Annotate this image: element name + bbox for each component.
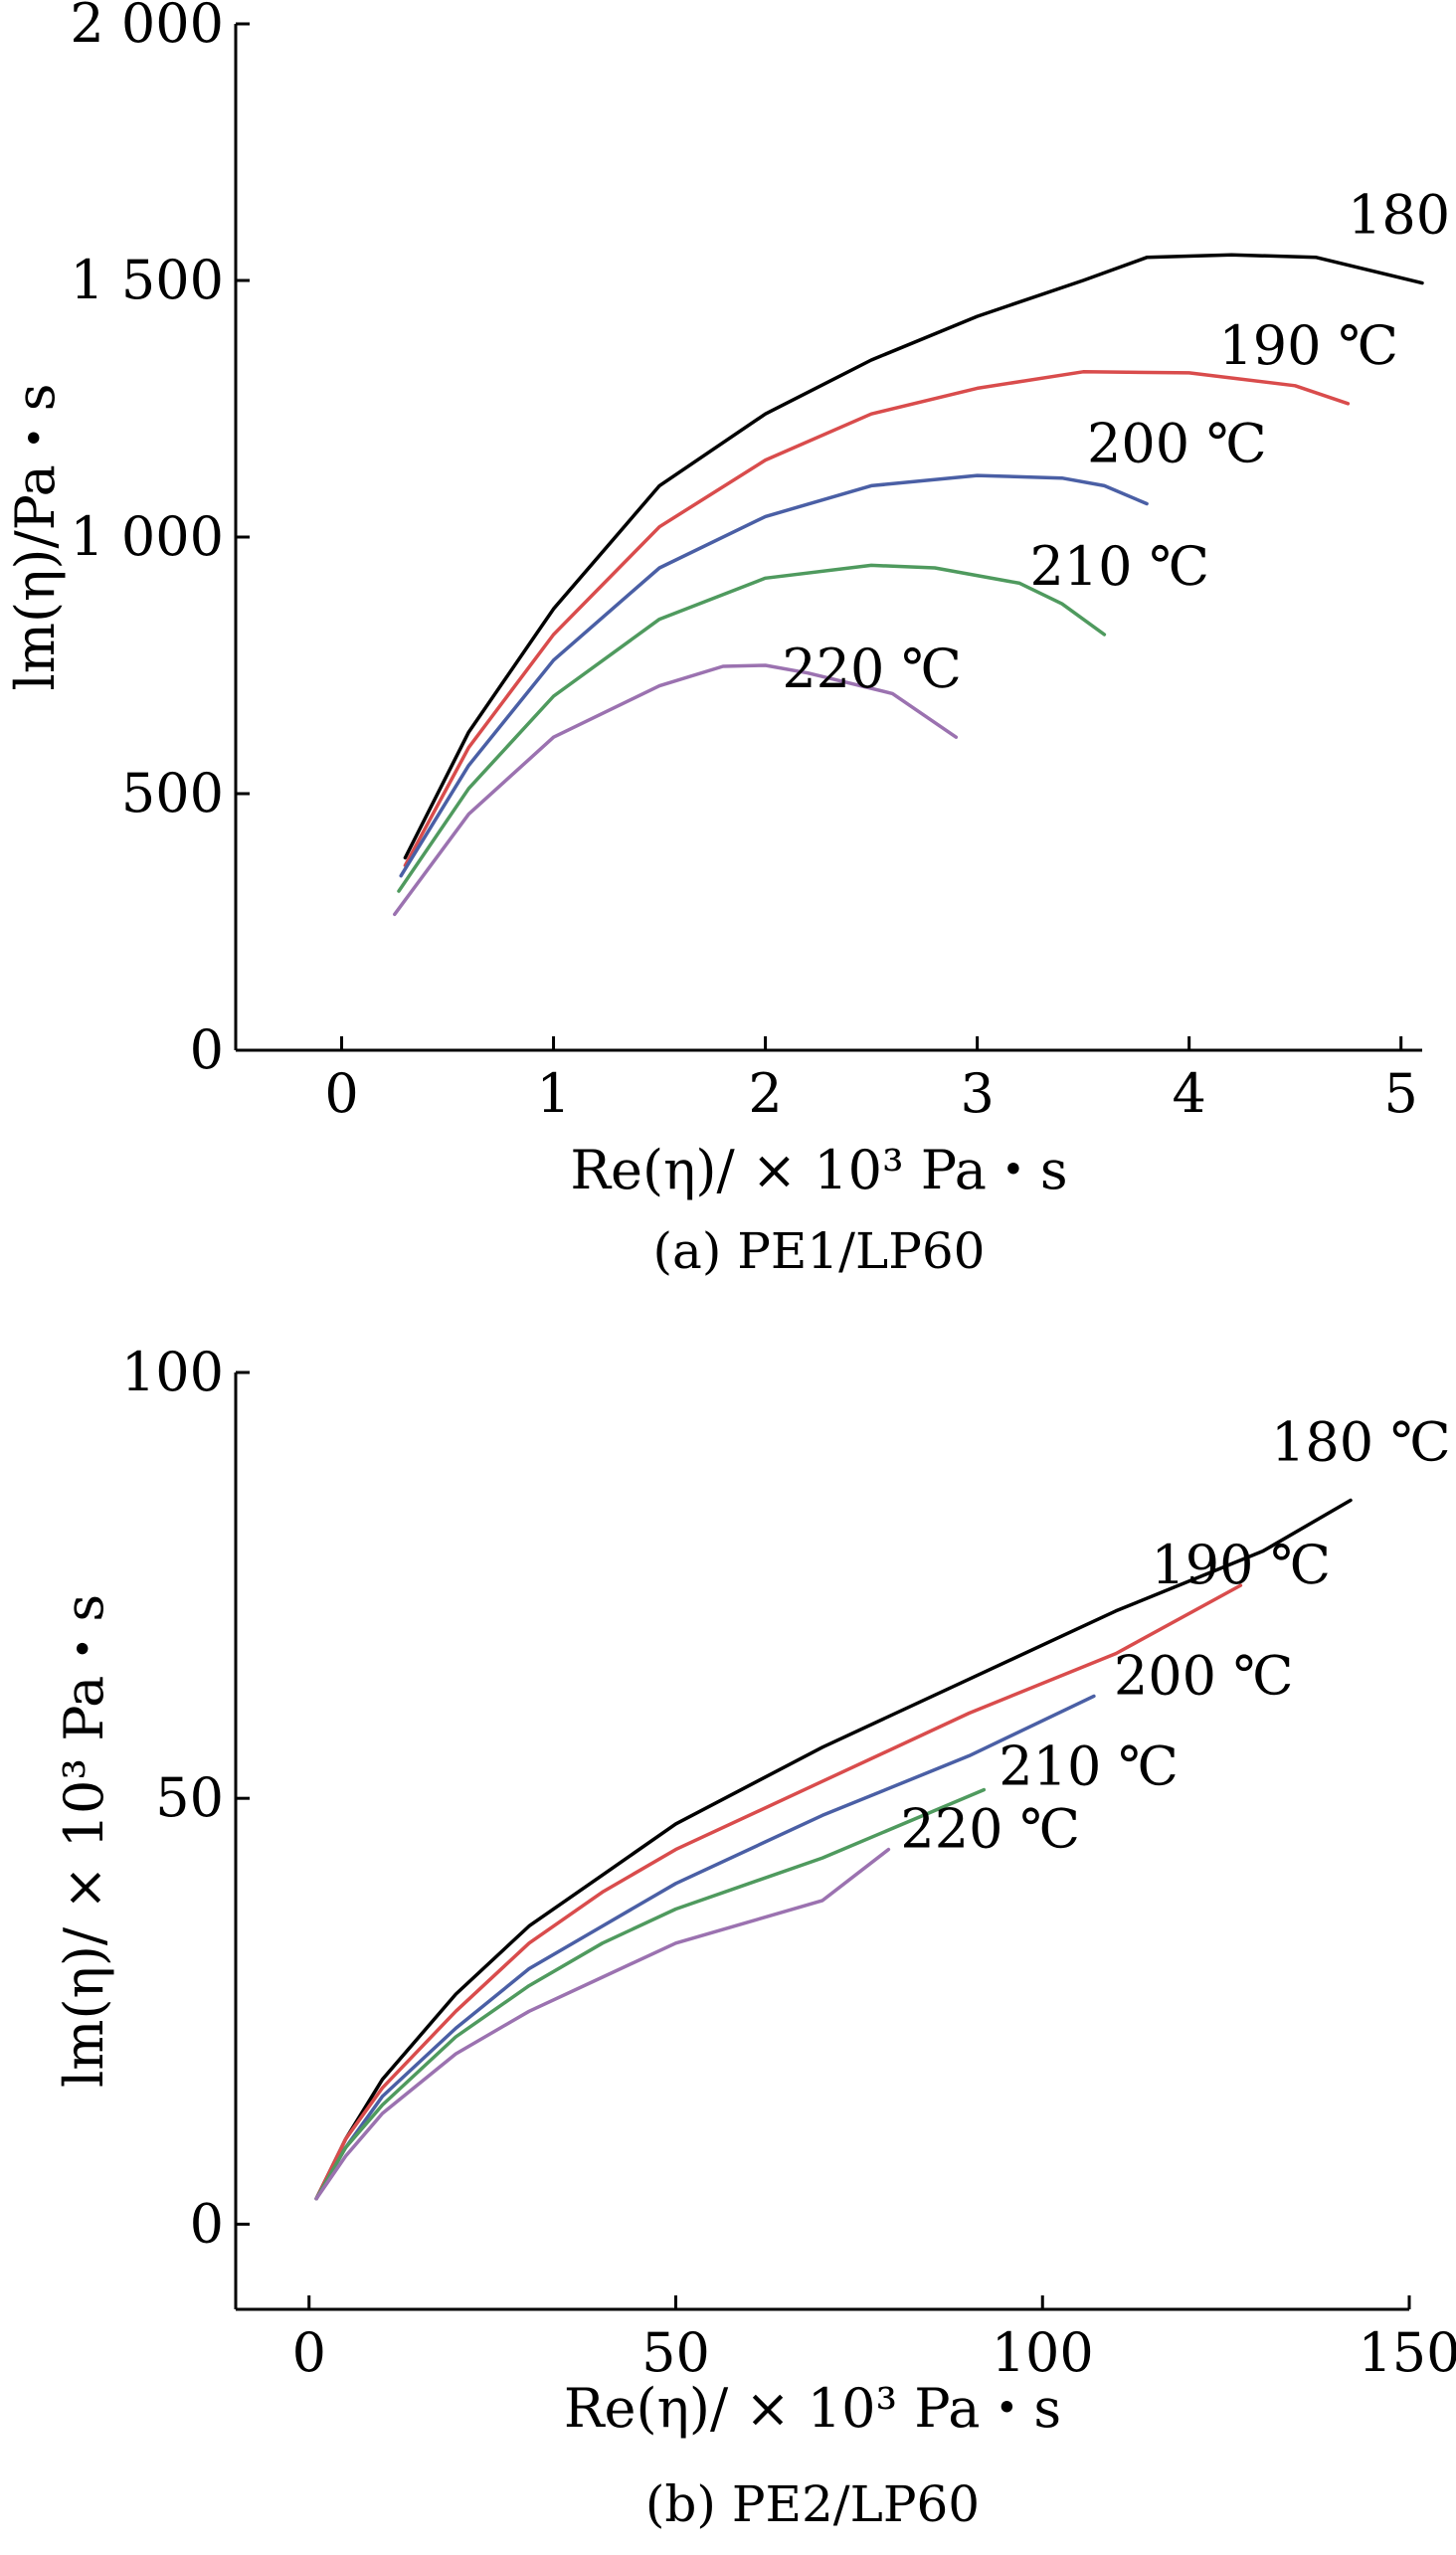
x-tick-label: 150 — [1358, 2321, 1456, 2384]
y-tick-label: 100 — [121, 1341, 224, 1403]
series-line-5 — [314, 1847, 891, 2201]
series-label-3: 200 ℃ — [1087, 412, 1267, 474]
x-tick-label: 100 — [992, 2321, 1094, 2384]
chart-b-xlabel: Re(η)/ × 10³ Pa・s — [564, 2377, 1061, 2440]
chart-b-caption: (b) PE2/LP60 — [645, 2475, 980, 2533]
series-label-2: 190 ℃ — [1151, 1534, 1331, 1596]
x-tick-label: 2 — [748, 1062, 782, 1125]
series-label-2: 190 ℃ — [1218, 314, 1398, 377]
series-label-4: 210 ℃ — [1029, 535, 1209, 598]
x-tick-label: 3 — [960, 1062, 994, 1125]
chart-a-xlabel: Re(η)/ × 10³ Pa・s — [570, 1139, 1067, 1201]
series-label-1: 180 ℃ — [1348, 184, 1456, 247]
plot-a-area: 0 1 2 3 4 5 0 500 1 000 1 500 2 000 — [70, 0, 1422, 1125]
series-b-group — [314, 1498, 1353, 2201]
labels-a-group: 180 ℃ 190 ℃ 200 ℃ 210 ℃ 220 ℃ — [782, 184, 1456, 701]
series-line-4 — [397, 563, 1107, 893]
chart-a-ylabel: lm(η)/Pa・s — [4, 384, 67, 691]
x-tick-label: 1 — [536, 1062, 570, 1125]
y-tick-label: 1 500 — [70, 249, 224, 311]
x-tick-label: 4 — [1172, 1062, 1205, 1125]
y-tick-label: 2 000 — [70, 0, 224, 55]
chart-a-caption: (a) PE1/LP60 — [653, 1222, 986, 1280]
y-tick-label: 0 — [190, 2192, 224, 2255]
y-tick-label: 1 000 — [70, 505, 224, 568]
x-tick-label: 5 — [1384, 1062, 1418, 1125]
series-line-5 — [393, 663, 959, 917]
series-label-4: 210 ℃ — [999, 1735, 1179, 1798]
y-tick-label: 0 — [190, 1018, 224, 1081]
series-a-group — [393, 253, 1424, 917]
series-line-1 — [314, 1498, 1353, 2201]
series-line-2 — [314, 1583, 1243, 2201]
series-label-5: 220 ℃ — [782, 638, 962, 700]
series-label-5: 220 ℃ — [900, 1798, 1080, 1861]
chart-b-ylabel: lm(η)/ × 10³ Pa・s — [53, 1594, 115, 2088]
x-tick-label: 0 — [292, 2321, 326, 2384]
series-line-3 — [399, 473, 1149, 878]
series-label-1: 180 ℃ — [1271, 1410, 1451, 1473]
series-line-4 — [314, 1787, 987, 2201]
chart-a: 0 1 2 3 4 5 0 500 1 000 1 500 2 000 180 ℃ 190 ℃ 200 … — [4, 0, 1456, 1280]
series-label-3: 200 ℃ — [1114, 1644, 1294, 1707]
y-tick-label: 50 — [155, 1766, 224, 1829]
plot-b-area: 0 50 100 150 0 50 100 — [121, 1341, 1456, 2384]
series-line-3 — [314, 1694, 1096, 2201]
chart-b: 0 50 100 150 0 50 100 180 ℃ 190 ℃ 200 ℃ 210 ℃220 … — [53, 1341, 1456, 2533]
x-tick-label: 0 — [324, 1062, 358, 1125]
series-line-2 — [403, 370, 1351, 867]
y-tick-label: 500 — [121, 762, 224, 824]
x-tick-label: 50 — [641, 2321, 710, 2384]
series-line-1 — [403, 253, 1424, 860]
